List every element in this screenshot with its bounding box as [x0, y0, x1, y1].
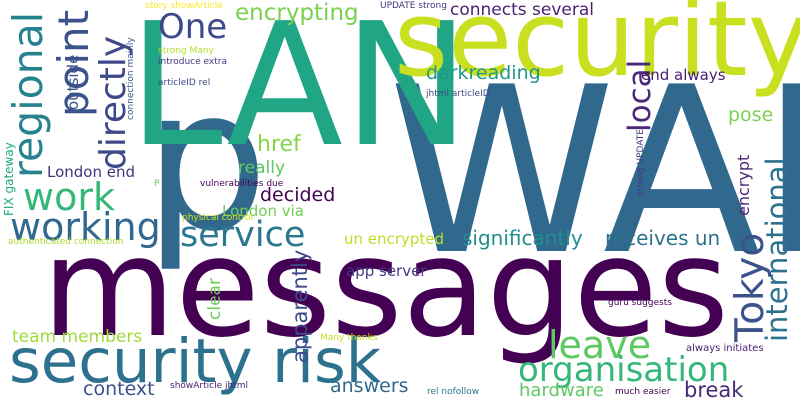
word-connection-mainly: connection mainly [126, 37, 136, 120]
word-hardware: hardware [519, 380, 604, 400]
word-strong-update: strong UPDATE [636, 129, 646, 196]
word-team-members: team members [12, 327, 143, 347]
word-always-initiates: always initiates [686, 343, 764, 354]
word-un-encrypted: un encrypted [344, 230, 444, 248]
word-update-strong: UPDATE strong [380, 1, 447, 11]
word-leave: leave [548, 323, 652, 367]
word-significantly: significantly [462, 226, 583, 250]
word-story-showarticle: story showArticle [145, 1, 223, 11]
word-service: service [180, 215, 306, 255]
word-showarticle-jhtml: showArticle jhtml [170, 381, 248, 391]
word-apparently: apparently [288, 249, 312, 363]
word-clear: clear [205, 278, 225, 320]
word-decided: decided [260, 184, 336, 206]
word-strong-many: strong Many [158, 46, 214, 56]
word-vulnerabilities-due: vulnerabilities due [200, 179, 284, 189]
word-p-small: P [154, 179, 160, 189]
word-receives-un: receives un [605, 226, 721, 250]
word-guru-suggests: guru suggests [608, 298, 672, 308]
word-wan: WAN [388, 39, 800, 306]
word-organisation: organisation [518, 350, 730, 390]
word-answers: answers [330, 375, 409, 397]
word-fix-gateway: FIX gateway [2, 142, 16, 216]
word-authenticated-connection: authenticated connection [8, 237, 124, 247]
word-london-end: London end [47, 163, 136, 181]
word-end-always: end always [641, 66, 726, 84]
word-href: href [257, 132, 301, 157]
word-app-server: app server [346, 262, 427, 280]
word-p: p [144, 47, 269, 275]
word-security-risk: security risk [9, 326, 382, 397]
word-rel-nofollow: rel nofollow [427, 387, 480, 397]
word-connects-several: connects several [450, 0, 594, 20]
word-one: One [158, 7, 228, 47]
word-messages: messages [42, 209, 730, 368]
word-london-via: London via [222, 202, 304, 220]
word-encrypting: encrypting [235, 0, 359, 26]
word-outside: outside [64, 54, 82, 110]
word-security: security [394, 0, 800, 100]
word-working: working [10, 205, 161, 249]
word-break: break [684, 378, 744, 400]
word-encrypt: encrypt [734, 154, 753, 216]
word-work: work [23, 175, 115, 219]
word-pose: pose [728, 104, 774, 126]
word-tokyo: Tokyo [728, 232, 773, 342]
word-physical-control: physical control [182, 213, 253, 223]
word-much-easier: much easier [615, 387, 671, 397]
word-introduce-extra: introduce extra [158, 57, 227, 67]
word-darkreading: darkreading [426, 62, 541, 84]
word-many-thanks: Many thanks [320, 333, 378, 343]
word-jhtml-articleid: jhtml articleID [426, 89, 490, 99]
word-context: context [83, 378, 155, 400]
word-articleid-rel: articleID rel [158, 78, 211, 88]
word-really: really [238, 158, 285, 178]
word-lan: LAN [128, 0, 471, 185]
